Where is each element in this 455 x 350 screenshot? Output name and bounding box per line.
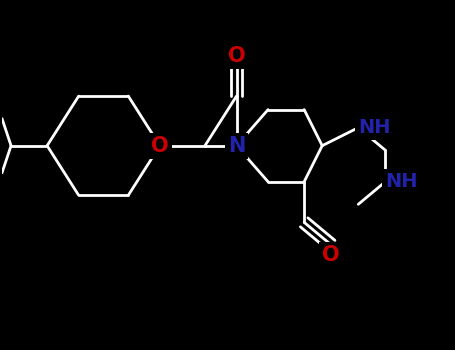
Text: O: O: [151, 136, 169, 156]
Text: N: N: [228, 136, 245, 156]
Text: O: O: [228, 46, 245, 65]
Text: NH: NH: [358, 118, 391, 137]
Text: O: O: [323, 245, 340, 265]
Text: NH: NH: [385, 172, 418, 191]
